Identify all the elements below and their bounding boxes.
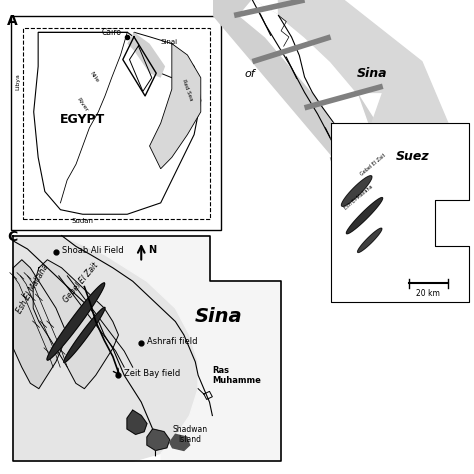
Text: EGYPT: EGYPT bbox=[60, 113, 105, 126]
Text: River: River bbox=[76, 97, 90, 113]
Text: 20 km: 20 km bbox=[417, 289, 440, 298]
Polygon shape bbox=[342, 176, 372, 206]
Text: Gebel El Zait: Gebel El Zait bbox=[359, 153, 387, 177]
Polygon shape bbox=[11, 16, 221, 230]
Text: Sina: Sina bbox=[194, 307, 242, 326]
Polygon shape bbox=[147, 429, 170, 450]
Polygon shape bbox=[239, 0, 370, 154]
Text: Zeit Bay field: Zeit Bay field bbox=[124, 369, 181, 378]
Text: Gebel El Zait: Gebel El Zait bbox=[62, 261, 100, 305]
Text: Cairo: Cairo bbox=[102, 27, 122, 36]
Polygon shape bbox=[62, 236, 281, 461]
Text: Sina: Sina bbox=[356, 67, 387, 80]
Polygon shape bbox=[13, 236, 198, 461]
Polygon shape bbox=[213, 0, 409, 231]
Polygon shape bbox=[279, 0, 448, 231]
Text: Red Sea: Red Sea bbox=[181, 79, 193, 101]
Text: Esh El Mallaha: Esh El Mallaha bbox=[15, 263, 50, 316]
Polygon shape bbox=[127, 410, 147, 434]
Text: Sudan: Sudan bbox=[72, 219, 93, 224]
Text: Sinai: Sinai bbox=[161, 38, 178, 45]
Text: Libya: Libya bbox=[16, 73, 20, 90]
Text: Shoab Ali Field: Shoab Ali Field bbox=[62, 246, 123, 255]
Polygon shape bbox=[127, 32, 165, 78]
Polygon shape bbox=[170, 434, 190, 450]
Polygon shape bbox=[346, 198, 383, 234]
Text: Suez: Suez bbox=[396, 150, 429, 163]
Text: Shadwan
Island: Shadwan Island bbox=[172, 425, 207, 445]
Text: of: of bbox=[245, 69, 255, 79]
Polygon shape bbox=[13, 260, 67, 389]
Polygon shape bbox=[13, 236, 281, 461]
Text: Ashrafi field: Ashrafi field bbox=[147, 337, 198, 346]
Polygon shape bbox=[33, 260, 118, 389]
Text: Ras
Muhamme: Ras Muhamme bbox=[212, 366, 261, 385]
Text: Esh El-Mallaha: Esh El-Mallaha bbox=[344, 184, 374, 210]
Polygon shape bbox=[149, 44, 201, 169]
Polygon shape bbox=[134, 32, 179, 78]
Text: C: C bbox=[8, 230, 18, 244]
Polygon shape bbox=[34, 32, 201, 214]
Polygon shape bbox=[331, 123, 469, 302]
Polygon shape bbox=[358, 228, 382, 253]
Polygon shape bbox=[47, 283, 105, 360]
Text: N: N bbox=[148, 246, 156, 255]
Text: Nile: Nile bbox=[88, 71, 100, 83]
Polygon shape bbox=[64, 308, 105, 363]
Text: A: A bbox=[7, 14, 18, 28]
